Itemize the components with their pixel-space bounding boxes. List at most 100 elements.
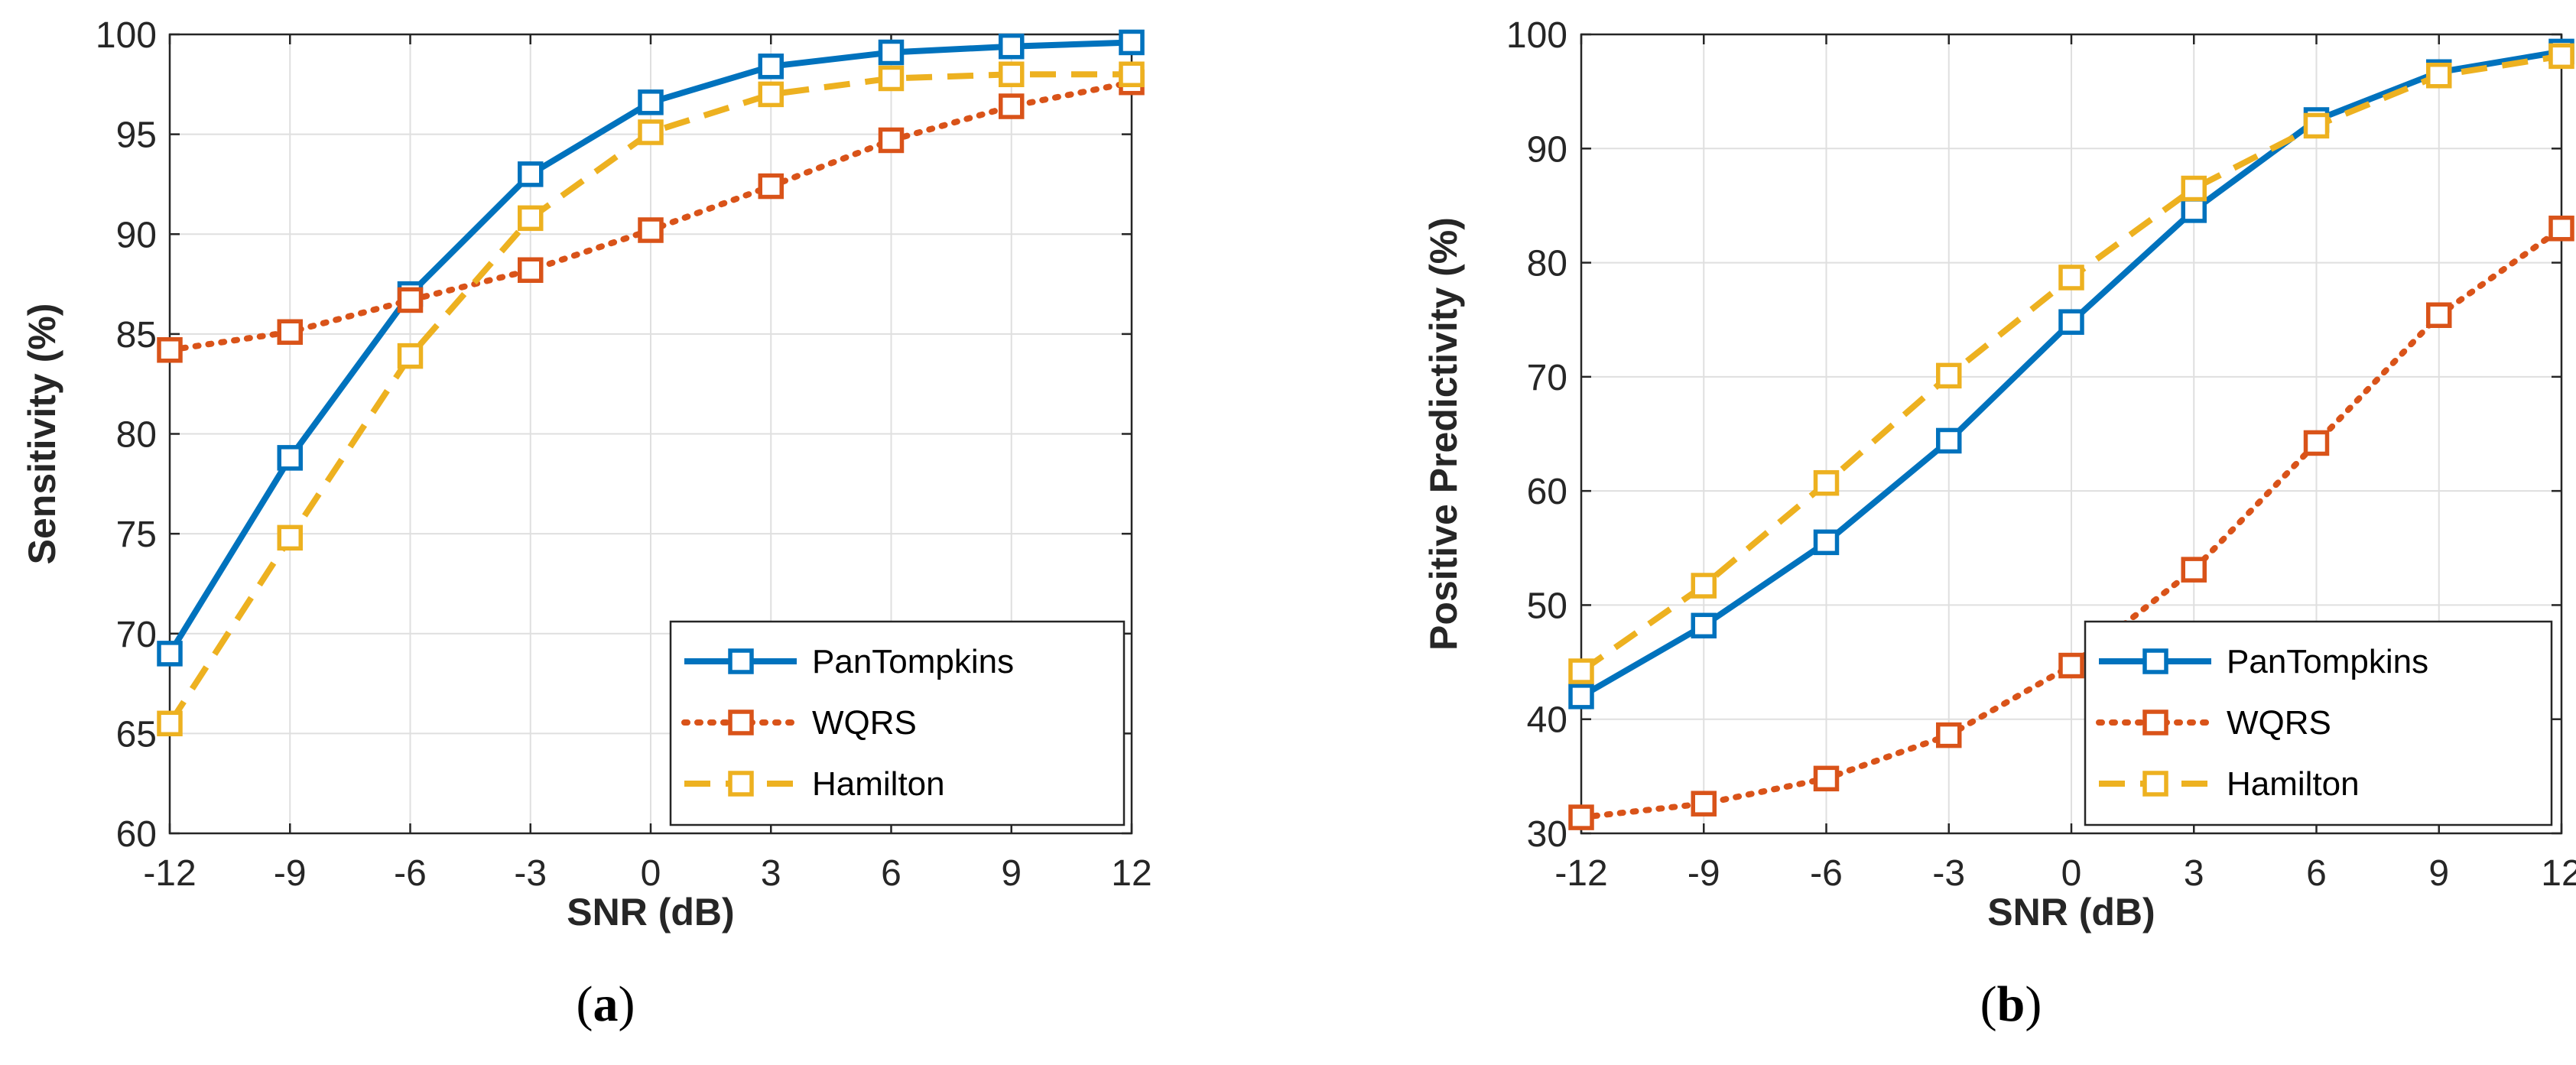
data-point-marker bbox=[2181, 197, 2207, 223]
legend: PanTompkins WQRS Hamilton bbox=[669, 620, 1126, 826]
y-tick-label: 100 bbox=[1506, 15, 1567, 56]
legend-entry-label: WQRS bbox=[812, 704, 917, 742]
data-point-marker bbox=[2303, 430, 2330, 456]
data-point-marker bbox=[638, 119, 664, 145]
chart-panel-a: -12 -9 -6 -3 0 3 6 9 12 60 65 70 75 80 85 90 95 100 SNR (d… bbox=[21, 15, 1152, 1032]
y-tick-label: 100 bbox=[96, 15, 157, 56]
legend-marker bbox=[728, 648, 754, 674]
legend: PanTompkins WQRS Hamilton bbox=[2084, 620, 2553, 826]
data-point-marker bbox=[1568, 658, 1594, 684]
legend-marker bbox=[2142, 771, 2168, 797]
data-point-marker bbox=[2058, 652, 2084, 679]
y-tick-label: 30 bbox=[1527, 814, 1567, 855]
data-point-marker bbox=[999, 61, 1025, 87]
x-tick-label: -9 bbox=[1688, 853, 1720, 894]
data-point-marker bbox=[1813, 765, 1840, 792]
x-tick-label: 12 bbox=[1111, 853, 1152, 894]
y-axis-label: Sensitivity (%) bbox=[21, 304, 63, 565]
legend-marker bbox=[728, 771, 754, 797]
data-point-marker bbox=[999, 93, 1025, 119]
legend-marker bbox=[728, 709, 754, 735]
data-point-marker bbox=[157, 337, 183, 363]
data-point-marker bbox=[2548, 216, 2574, 242]
data-point-marker bbox=[518, 205, 544, 232]
series-wqrs bbox=[157, 69, 1145, 363]
data-point-marker bbox=[2303, 112, 2330, 139]
data-point-marker bbox=[1568, 804, 1594, 830]
legend-entry-label: Hamilton bbox=[812, 765, 945, 803]
y-tick-label: 90 bbox=[1527, 129, 1567, 170]
data-point-marker bbox=[1119, 61, 1145, 87]
data-point-marker bbox=[1813, 529, 1840, 556]
x-tick-label: 9 bbox=[2428, 853, 2449, 894]
y-tick-label: 50 bbox=[1527, 586, 1567, 626]
data-point-marker bbox=[1119, 29, 1145, 56]
data-point-marker bbox=[638, 89, 664, 115]
x-tick-label: -12 bbox=[143, 853, 196, 894]
x-tick-label: 6 bbox=[881, 853, 901, 894]
data-point-marker bbox=[2426, 302, 2452, 328]
data-point-marker bbox=[1936, 427, 1962, 454]
y-tick-label: 40 bbox=[1527, 700, 1567, 741]
data-point-marker bbox=[397, 343, 424, 369]
data-point-marker bbox=[1936, 722, 1962, 748]
data-point-marker bbox=[277, 445, 303, 471]
data-point-marker bbox=[1936, 362, 1962, 389]
data-point-marker bbox=[1568, 683, 1594, 709]
y-tick-label: 75 bbox=[116, 515, 157, 555]
panel-label: (a) bbox=[577, 976, 635, 1032]
series-hamilton bbox=[157, 61, 1145, 737]
data-point-marker bbox=[518, 161, 544, 187]
data-point-marker bbox=[758, 173, 784, 200]
x-tick-label: -6 bbox=[1810, 853, 1843, 894]
data-point-marker bbox=[758, 81, 784, 108]
data-point-marker bbox=[2426, 62, 2452, 89]
x-tick-label: 0 bbox=[2061, 853, 2082, 894]
data-point-marker bbox=[2058, 309, 2084, 335]
data-point-marker bbox=[277, 524, 303, 551]
panel-label: (b) bbox=[1980, 976, 2042, 1032]
series-pantompkins bbox=[157, 29, 1145, 667]
legend-marker bbox=[2142, 709, 2168, 735]
x-tick-label: 9 bbox=[1001, 853, 1022, 894]
series-line-hamilton bbox=[167, 71, 1132, 726]
legend-entry-label: PanTompkins bbox=[2227, 643, 2428, 680]
y-tick-label: 70 bbox=[116, 615, 157, 655]
data-point-marker bbox=[2181, 175, 2207, 202]
x-tick-label: -3 bbox=[1932, 853, 1965, 894]
y-axis-label: Positive Predictivity (%) bbox=[1422, 217, 1465, 651]
data-point-marker bbox=[758, 54, 784, 80]
x-tick-label: 6 bbox=[2306, 853, 2327, 894]
y-tick-label: 80 bbox=[116, 415, 157, 456]
y-tick-label: 80 bbox=[1527, 244, 1567, 284]
data-point-marker bbox=[878, 127, 905, 154]
x-tick-label: -9 bbox=[274, 853, 307, 894]
y-tick-label: 95 bbox=[116, 115, 157, 156]
data-point-marker bbox=[1691, 573, 1717, 599]
y-tick-label: 60 bbox=[1527, 472, 1567, 512]
data-point-marker bbox=[157, 641, 183, 667]
data-point-marker bbox=[1691, 791, 1717, 817]
data-point-marker bbox=[2548, 43, 2574, 70]
series-wqrs bbox=[1568, 216, 2574, 830]
legend-marker bbox=[2142, 648, 2168, 674]
legend-entry-label: Hamilton bbox=[2227, 765, 2360, 803]
y-tick-label: 90 bbox=[116, 215, 157, 255]
data-point-marker bbox=[1691, 612, 1717, 639]
x-tick-label: -12 bbox=[1554, 853, 1607, 894]
data-point-marker bbox=[2181, 557, 2207, 583]
data-point-marker bbox=[638, 217, 664, 243]
data-point-marker bbox=[1813, 469, 1840, 496]
x-tick-label: 0 bbox=[641, 853, 661, 894]
data-point-marker bbox=[2058, 265, 2084, 291]
x-tick-label: -6 bbox=[394, 853, 427, 894]
y-tick-label: 85 bbox=[116, 315, 157, 356]
data-point-marker bbox=[397, 287, 424, 313]
x-axis-label: SNR (dB) bbox=[1987, 891, 2155, 933]
series-hamilton bbox=[1568, 43, 2574, 684]
data-point-marker bbox=[878, 39, 905, 66]
data-point-marker bbox=[518, 257, 544, 284]
x-tick-label: -3 bbox=[514, 853, 547, 894]
x-tick-label: 3 bbox=[761, 853, 781, 894]
